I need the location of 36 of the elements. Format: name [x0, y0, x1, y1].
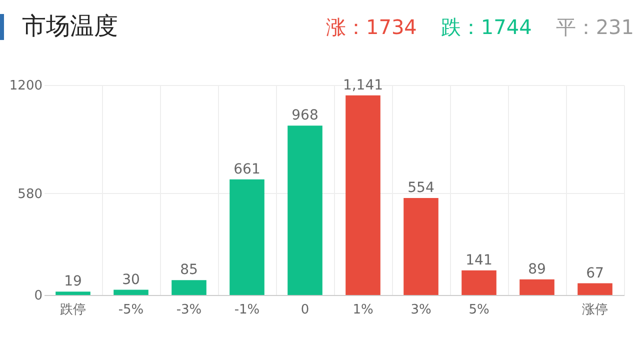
- x-tick-label: 0: [300, 302, 310, 318]
- x-tick-label: 涨停: [582, 302, 608, 318]
- data-label: 30: [122, 272, 140, 288]
- data-label: 554: [408, 180, 434, 196]
- text: 平：231: [556, 15, 634, 39]
- bar: [404, 198, 438, 295]
- x-tick-label: -1%: [234, 302, 260, 318]
- x-tick-label: -3%: [176, 302, 202, 318]
- y-tick-label: 580: [18, 187, 42, 202]
- data-label: 968: [292, 108, 318, 124]
- text: 跌：1744: [440, 15, 532, 39]
- x-tick-label: 跌停: [60, 302, 86, 318]
- bar: [172, 280, 206, 295]
- bar: [288, 126, 322, 295]
- x-tick-label: 1%: [352, 302, 374, 318]
- data-label: 661: [234, 161, 260, 178]
- x-tick-label: -5%: [118, 302, 144, 318]
- data-label: 19: [64, 274, 82, 290]
- bar: [520, 279, 554, 295]
- text: 涨：1734: [326, 15, 417, 39]
- bar: [56, 292, 90, 295]
- data-label: 1,141: [342, 77, 384, 94]
- data-label: 141: [466, 252, 492, 268]
- data-label: 89: [528, 261, 546, 278]
- y-tick-label: 1200: [9, 78, 42, 94]
- chart-title: 市场温度: [22, 11, 118, 42]
- bar: [230, 179, 264, 295]
- bar: [346, 95, 380, 295]
- x-tick-label: 5%: [468, 302, 490, 318]
- data-label: 67: [586, 265, 604, 282]
- y-tick-label: 0: [34, 288, 42, 304]
- x-tick-label: 3%: [410, 302, 432, 318]
- data-label: 85: [180, 262, 198, 278]
- bar: [462, 270, 496, 295]
- bar: [578, 283, 612, 295]
- bar: [114, 290, 148, 295]
